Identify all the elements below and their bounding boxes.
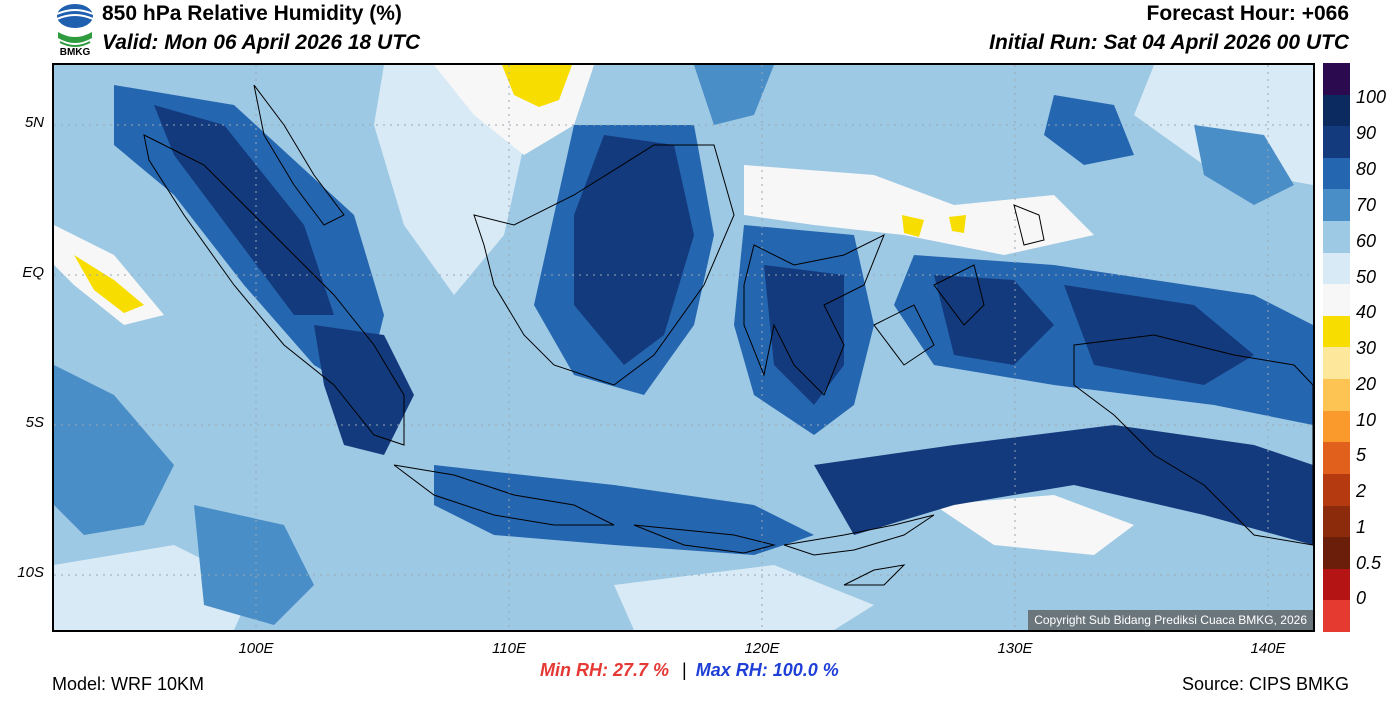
lat-label-5n: 5N bbox=[24, 114, 44, 131]
colorbar-segment bbox=[1323, 315, 1350, 348]
lat-label-eq: EQ bbox=[22, 264, 44, 281]
colorbar-label-0-5: 0.5 bbox=[1356, 553, 1382, 573]
colorbar-label-70: 70 bbox=[1356, 195, 1377, 215]
lat-label-5s: 5S bbox=[25, 414, 44, 431]
colorbar-label-0: 0 bbox=[1356, 588, 1367, 608]
max-rh: Max RH: 100.0 % bbox=[695, 660, 839, 680]
colorbar-label-60: 60 bbox=[1356, 231, 1377, 251]
valid-time: Valid: Mon 06 April 2026 18 UTC bbox=[102, 31, 421, 54]
lon-label-100e: 100E bbox=[238, 640, 274, 657]
colorbar-segment bbox=[1323, 126, 1350, 158]
min-max-readout: Min RH: 27.7 % | Max RH: 100.0 % bbox=[540, 660, 839, 681]
colorbar-segment bbox=[1323, 157, 1350, 190]
colorbar-label-80: 80 bbox=[1356, 159, 1377, 179]
colorbar-label-90: 90 bbox=[1356, 123, 1377, 143]
colorbar-segment bbox=[1323, 568, 1350, 601]
colorbar-segment bbox=[1323, 252, 1350, 285]
lon-label-130e: 130E bbox=[997, 640, 1033, 657]
chart-title: 850 hPa Relative Humidity (%) bbox=[102, 2, 402, 25]
colorbar-segment bbox=[1323, 410, 1350, 443]
colorbar-label-5: 5 bbox=[1356, 445, 1367, 465]
colorbar-label-10: 10 bbox=[1356, 410, 1377, 430]
colorbar-segment bbox=[1323, 63, 1350, 95]
colorbar-segment bbox=[1323, 189, 1350, 222]
lon-label-120e: 120E bbox=[744, 640, 780, 657]
bmkg-logo: BMKG bbox=[52, 2, 98, 60]
colorbar-label-30: 30 bbox=[1356, 338, 1377, 358]
minmax-separator: | bbox=[682, 660, 687, 680]
forecast-hour: Forecast Hour: +066 bbox=[1146, 2, 1350, 25]
colorbar-label-40: 40 bbox=[1356, 302, 1377, 322]
colorbar-segment bbox=[1323, 473, 1350, 506]
colorbar-label-1: 1 bbox=[1356, 517, 1367, 537]
source-label: Source: CIPS BMKG bbox=[1181, 674, 1349, 694]
colorbar-segment bbox=[1323, 442, 1350, 474]
humidity-map: Copyright Sub Bidang Prediksi Cuaca BMKG… bbox=[52, 63, 1315, 632]
copyright-notice: Copyright Sub Bidang Prediksi Cuaca BMKG… bbox=[1028, 610, 1313, 630]
colorbar-label-2: 2 bbox=[1356, 481, 1367, 501]
min-rh: Min RH: 27.7 % bbox=[540, 660, 670, 680]
colorbar-segment bbox=[1323, 94, 1350, 127]
colorbar-label-50: 50 bbox=[1356, 267, 1377, 287]
colorbar-label-100: 100 bbox=[1356, 87, 1387, 107]
colorbar-segment bbox=[1323, 347, 1350, 380]
model-label: Model: WRF 10KM bbox=[52, 674, 205, 694]
initial-run: Initial Run: Sat 04 April 2026 00 UTC bbox=[989, 31, 1349, 54]
colorbar bbox=[1323, 63, 1350, 632]
lon-label-110e: 110E bbox=[492, 640, 526, 657]
colorbar-segment bbox=[1323, 505, 1350, 538]
colorbar-segment bbox=[1323, 600, 1350, 632]
colorbar-label-20: 20 bbox=[1356, 374, 1377, 394]
colorbar-segment bbox=[1323, 221, 1350, 253]
logo-text: BMKG bbox=[59, 47, 91, 58]
colorbar-segment bbox=[1323, 379, 1350, 411]
lat-label-10s: 10S bbox=[17, 564, 44, 581]
colorbar-segment bbox=[1323, 537, 1350, 569]
lon-label-140e: 140E bbox=[1250, 640, 1286, 657]
colorbar-segment bbox=[1323, 284, 1350, 316]
